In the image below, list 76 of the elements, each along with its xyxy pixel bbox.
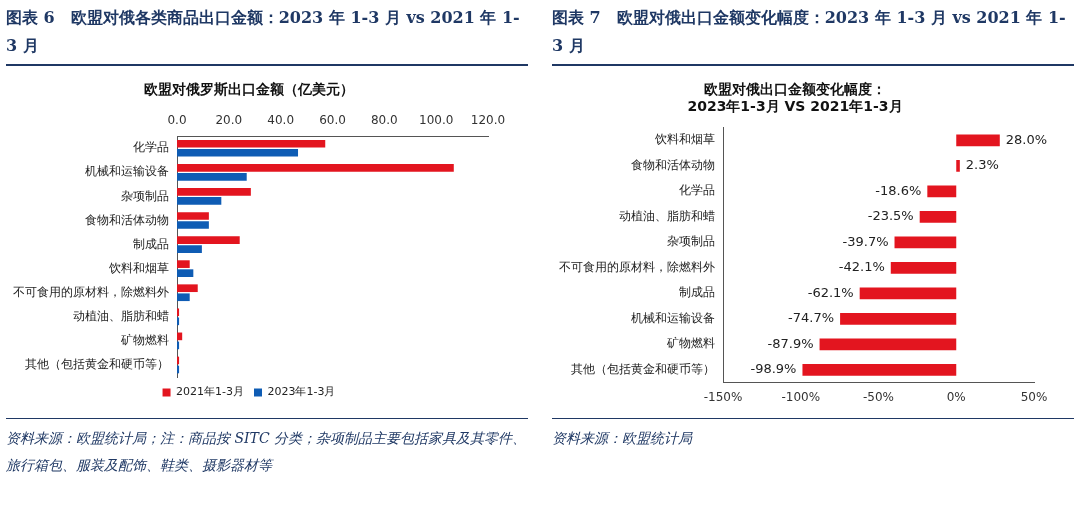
chart-subtitle: 欧盟对俄出口金额变化幅度： 2023年1-3月 VS 2021年1-3月 — [687, 81, 903, 114]
y-tick-label: 食物和活体动物 — [85, 212, 169, 227]
data-label: 2.3% — [965, 157, 999, 173]
y-tick-label: 不可食用的原材料，除燃料外 — [559, 259, 715, 274]
chart-title: 图表 7 欧盟对俄出口金额变化幅度：2023 年 1-3 月 vs 2021 年 1-3 月 — [552, 0, 1074, 66]
y-tick-label: 杂项制品 — [121, 188, 169, 203]
chart-title: 图表 6 欧盟对俄各类商品出口金额：2023 年 1-3 月 vs 2021 年 1-3 月 — [6, 0, 528, 66]
y-tick-label: 不可食用的原材料，除燃料外 — [13, 284, 169, 299]
bar — [919, 210, 957, 223]
bar — [177, 236, 240, 244]
text: 资料来源：欧盟统计局；注：商品按 SITC 分类；杂项制品主要包括家具及其零件、旅行箱包、服装及配饰、鞋类、摄影器材等 — [6, 418, 528, 479]
x-tick-label: 80.0 — [370, 113, 398, 128]
bar — [177, 293, 190, 302]
y-tick-label: 动植油、脂肪和蜡 — [619, 208, 715, 223]
y-tick-label: 化学品 — [679, 183, 715, 198]
data-label: -74.7% — [788, 310, 835, 326]
x-tick-label: 40.0 — [267, 113, 295, 128]
y-tick-label: 动植油、脂肪和蜡 — [73, 308, 169, 323]
x-tick-label: 60.0 — [319, 113, 346, 128]
y-tick-label: 机械和运输设备 — [85, 164, 169, 179]
data-label: 28.0% — [1005, 131, 1048, 147]
bar — [894, 236, 957, 249]
x-tick-label: -150% — [703, 389, 743, 404]
x-tick-label: -50% — [862, 389, 895, 404]
data-label: -39.7% — [842, 233, 889, 249]
bar — [177, 173, 247, 181]
data-label: -42.1% — [838, 259, 885, 275]
bar — [927, 185, 957, 198]
bar — [956, 159, 960, 172]
bar — [177, 260, 190, 268]
bar — [177, 245, 202, 253]
bar — [177, 212, 209, 220]
bar — [956, 134, 1000, 147]
x-tick-label: -100% — [781, 389, 821, 404]
bar — [177, 221, 209, 229]
x-tick-label: 100.0 — [418, 113, 454, 128]
bar — [177, 139, 326, 148]
y-tick-label: 饮料和烟草 — [654, 132, 715, 147]
data-label: -87.9% — [767, 335, 814, 351]
x-tick-label: 20.0 — [215, 113, 243, 128]
bar — [177, 284, 198, 293]
y-tick-label: 其他（包括黄金和硬币等） — [25, 357, 169, 372]
y-tick-label: 矿物燃料 — [666, 336, 715, 351]
bar — [177, 308, 180, 317]
legend-label: 2021年1-3月 — [176, 385, 245, 399]
bar — [859, 287, 957, 300]
y-tick-label: 制成品 — [679, 285, 715, 300]
bar — [177, 197, 222, 205]
y-tick-label: 食物和活体动物 — [631, 157, 715, 172]
x-tick-label: 120.0 — [470, 113, 506, 128]
bar — [840, 312, 957, 325]
legend-label: 2023年1-3月 — [267, 385, 336, 399]
y-tick-label: 矿物燃料 — [120, 333, 169, 348]
y-tick-label: 其他（包括黄金和硬币等） — [571, 361, 715, 376]
bar — [177, 317, 180, 326]
x-tick-label: 50% — [1020, 389, 1048, 404]
y-tick-label: 化学品 — [133, 140, 169, 155]
chart-subtitle: 欧盟对俄罗斯出口金额（亿美元） — [144, 81, 354, 98]
bar — [802, 363, 957, 376]
text: 资料来源：欧盟统计局 — [552, 418, 1074, 452]
data-label: -62.1% — [807, 284, 854, 300]
y-tick-label: 饮料和烟草 — [108, 260, 169, 275]
x-tick-label: 0% — [946, 389, 966, 404]
bar — [177, 188, 251, 196]
y-tick-label: 杂项制品 — [667, 234, 715, 249]
data-label: -18.6% — [875, 182, 922, 198]
y-tick-label: 机械和运输设备 — [631, 310, 715, 325]
bar — [177, 148, 299, 157]
bar — [819, 338, 957, 351]
bar — [890, 261, 957, 274]
bar — [177, 269, 194, 277]
data-label: -98.9% — [750, 361, 797, 377]
bar — [177, 163, 454, 172]
y-tick-label: 制成品 — [133, 236, 169, 251]
data-label: -23.5% — [867, 208, 914, 224]
x-tick-label: 0.0 — [167, 113, 187, 128]
